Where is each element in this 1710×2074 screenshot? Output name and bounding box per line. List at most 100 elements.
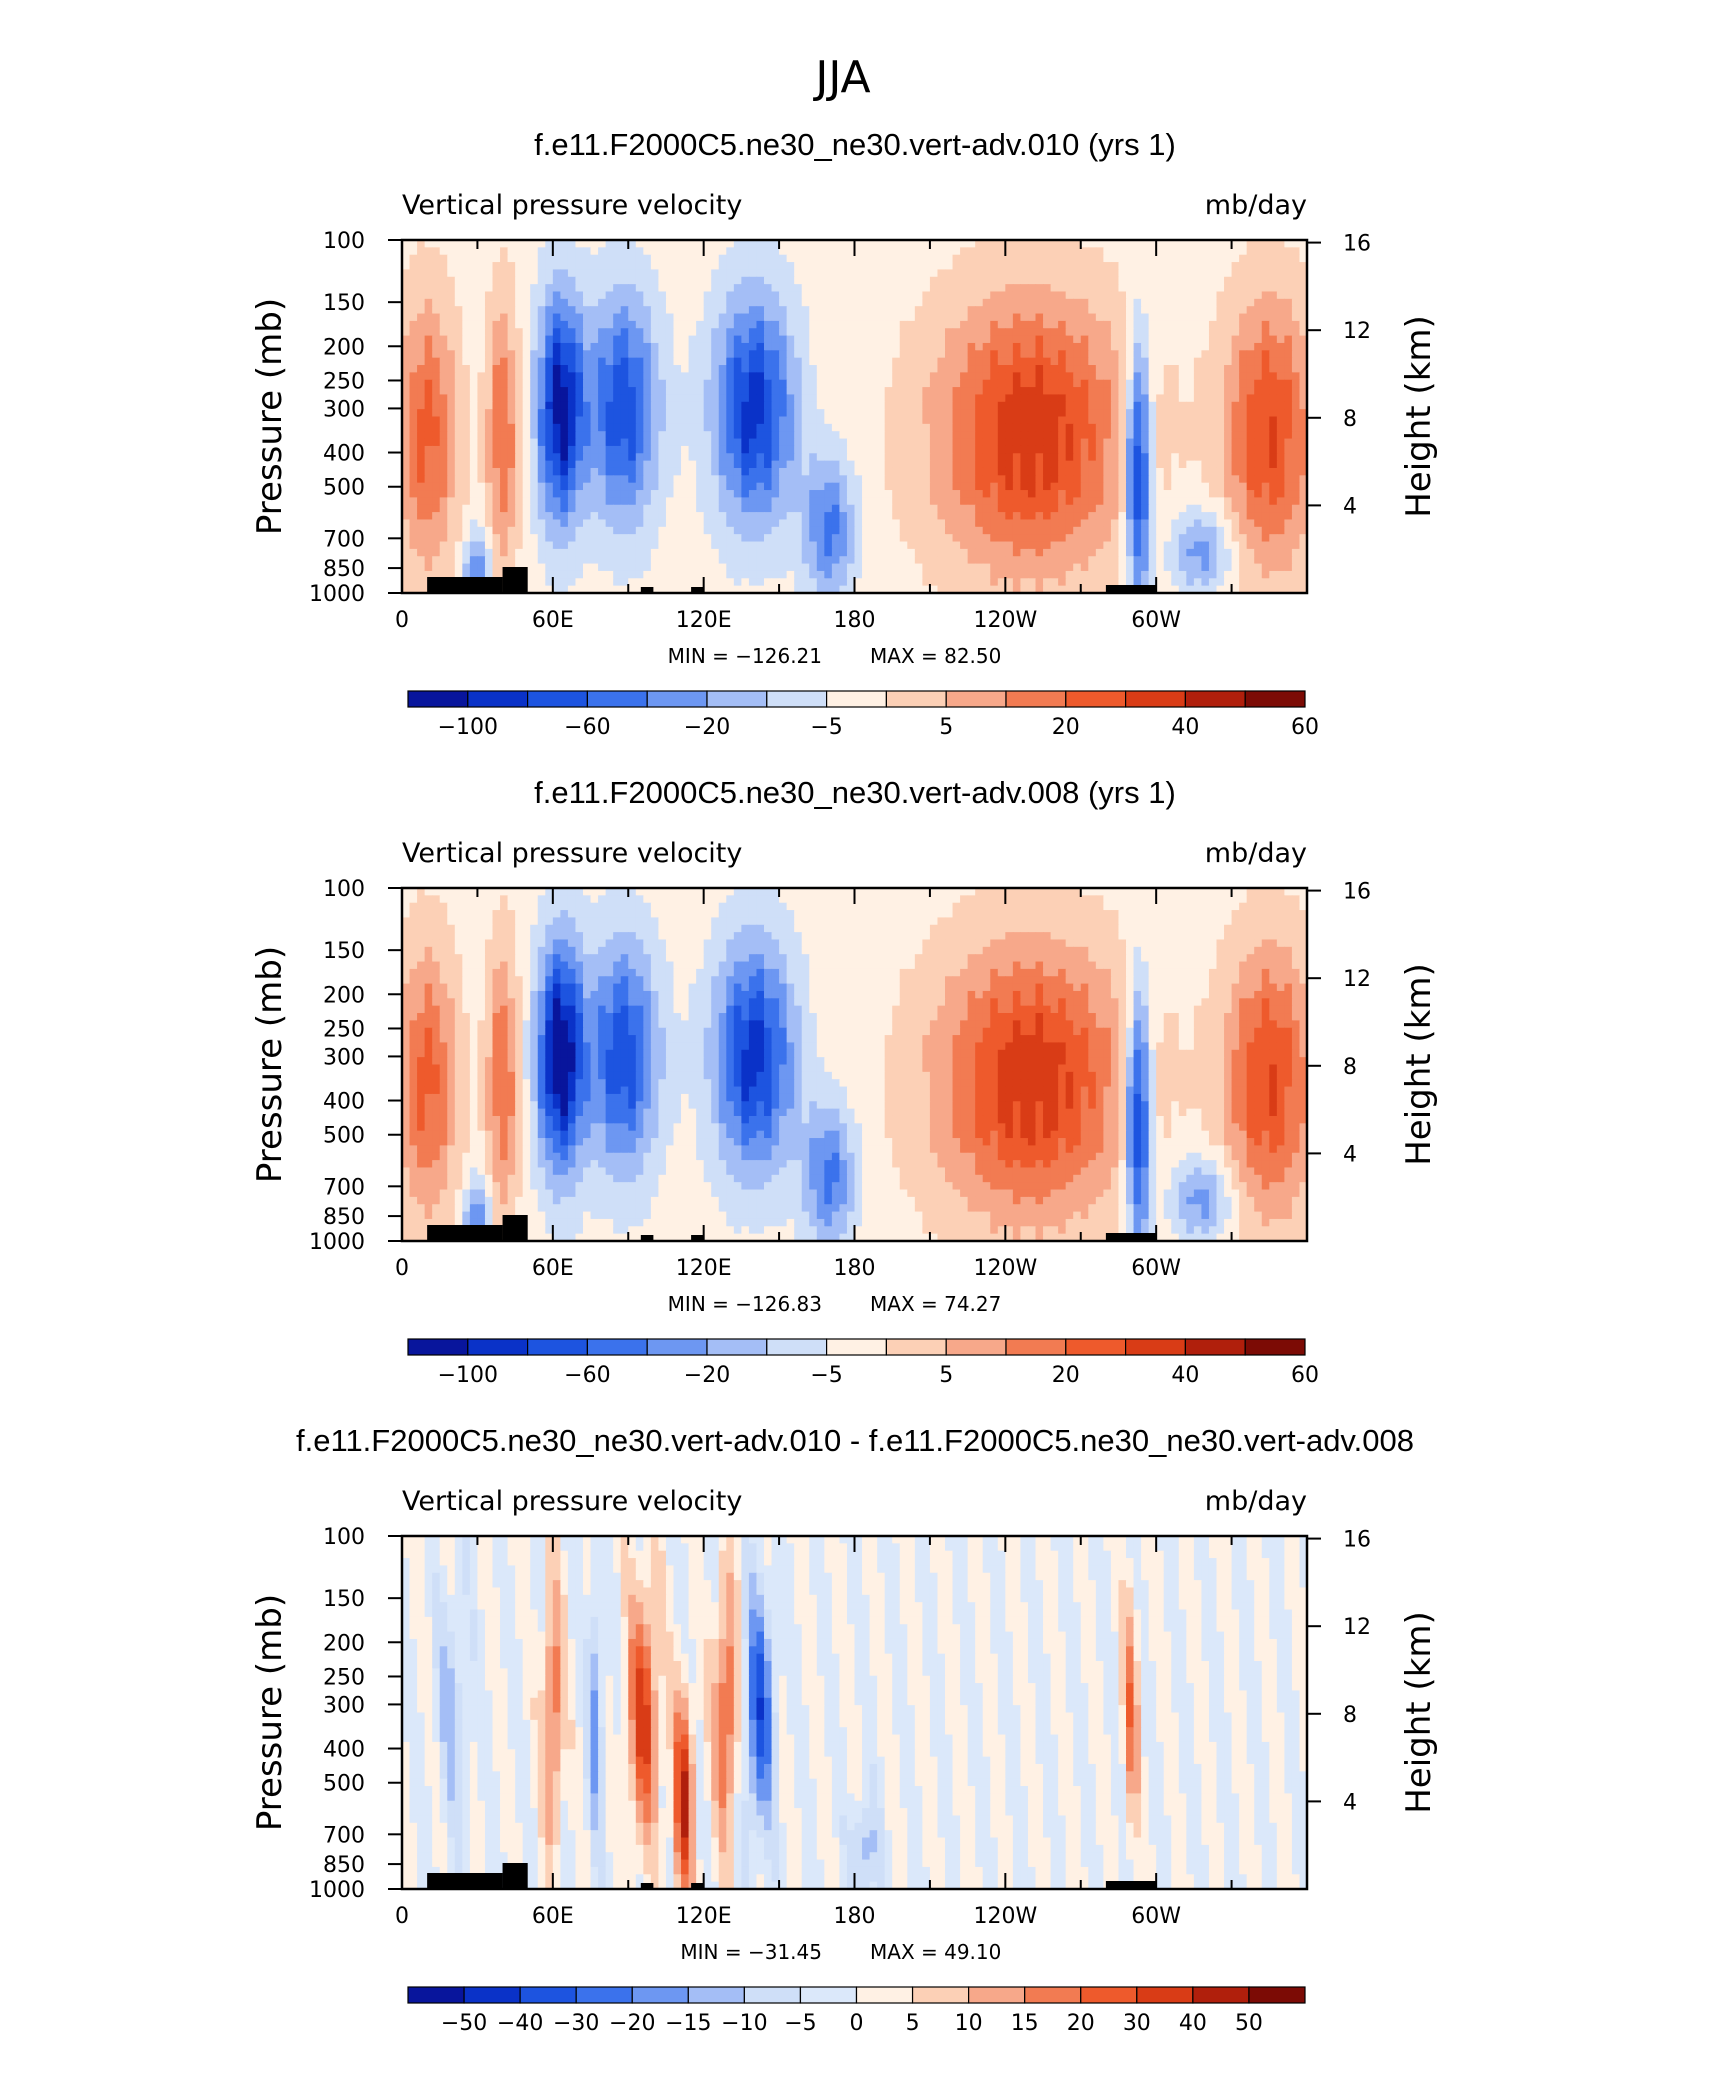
- heatmap-cell: [741, 453, 750, 462]
- heatmap-cell: [605, 475, 614, 484]
- heatmap-cell: [1012, 467, 1022, 476]
- heatmap-cell: [432, 372, 441, 381]
- heatmap-cell: [417, 482, 426, 491]
- heatmap-cell: [439, 284, 448, 293]
- heatmap-cell: [1299, 379, 1308, 388]
- heatmap-cell: [477, 475, 486, 484]
- heatmap-cell: [914, 247, 923, 256]
- heatmap-cell: [515, 269, 524, 278]
- heatmap-cell: [975, 467, 984, 476]
- heatmap-cell: [794, 467, 803, 476]
- heatmap-cell: [816, 291, 825, 300]
- heatmap-cell: [748, 401, 758, 410]
- heatmap-cell: [764, 357, 773, 366]
- heatmap-cell: [914, 475, 923, 484]
- heatmap-cell: [402, 240, 411, 248]
- heatmap-cell: [764, 328, 773, 337]
- heatmap-cell: [1276, 284, 1285, 293]
- heatmap-cell: [1058, 313, 1067, 322]
- heatmap-cell: [1216, 350, 1225, 359]
- heatmap-cell: [643, 313, 652, 322]
- heatmap-cell: [922, 269, 931, 278]
- heatmap-cell: [1186, 460, 1195, 469]
- heatmap-cell: [741, 526, 750, 535]
- heatmap-cell: [937, 497, 946, 506]
- heatmap-cell: [975, 387, 984, 396]
- heatmap-cell: [484, 247, 494, 256]
- heatmap-cell: [1269, 453, 1278, 462]
- heatmap-cell: [1103, 387, 1112, 396]
- heatmap-cell: [1291, 460, 1301, 469]
- heatmap-cell: [764, 247, 773, 256]
- heatmap-cell: [417, 453, 426, 462]
- heatmap-cell: [681, 387, 690, 396]
- heatmap-cell: [846, 453, 856, 462]
- heatmap-cell: [771, 512, 780, 521]
- heatmap-cell: [1261, 453, 1270, 462]
- heatmap-cell: [733, 284, 742, 293]
- heatmap-cell: [1261, 284, 1270, 293]
- heatmap-cell: [1193, 247, 1203, 256]
- heatmap-cell: [560, 482, 569, 491]
- heatmap-cell: [1027, 431, 1037, 440]
- heatmap-cell: [515, 453, 524, 462]
- heatmap-cell: [1171, 276, 1180, 285]
- heatmap-cell: [1088, 320, 1097, 329]
- heatmap-cell: [1148, 365, 1157, 373]
- heatmap-cell: [1239, 526, 1248, 535]
- heatmap-cell: [967, 298, 976, 307]
- heatmap-cell: [469, 335, 479, 344]
- heatmap-cell: [1050, 467, 1059, 476]
- heatmap-cell: [1269, 269, 1278, 278]
- heatmap-cell: [643, 445, 652, 454]
- heatmap-cell: [945, 284, 954, 293]
- heatmap-cell: [462, 298, 471, 307]
- heatmap-cell: [703, 490, 712, 498]
- heatmap-cell: [522, 482, 531, 491]
- heatmap-cell: [643, 298, 652, 307]
- heatmap-cell: [846, 504, 856, 513]
- heatmap-cell: [960, 482, 969, 491]
- heatmap-cell: [899, 284, 908, 293]
- heatmap-cell: [1216, 320, 1225, 329]
- heatmap-cell: [1126, 445, 1135, 454]
- heatmap-cell: [733, 482, 742, 491]
- heatmap-cell: [1080, 342, 1089, 351]
- heatmap-cell: [1103, 438, 1112, 447]
- heatmap-cell: [409, 379, 418, 388]
- heatmap-cell: [877, 379, 886, 388]
- heatmap-cell: [937, 240, 946, 248]
- heatmap-cell: [922, 284, 931, 293]
- heatmap-cell: [756, 372, 765, 381]
- heatmap-cell: [545, 431, 554, 440]
- heatmap-cell: [929, 335, 939, 344]
- heatmap-cell: [605, 387, 614, 396]
- heatmap-cell: [809, 350, 818, 359]
- heatmap-cell: [756, 387, 765, 396]
- heatmap-cell: [545, 328, 554, 337]
- heatmap-cell: [462, 504, 471, 513]
- heatmap-cell: [1254, 372, 1263, 381]
- heatmap-cell: [711, 269, 720, 278]
- heatmap-cell: [469, 365, 479, 373]
- heatmap-cell: [658, 409, 667, 418]
- heatmap-cell: [907, 298, 916, 307]
- heatmap-cell: [484, 276, 494, 285]
- heatmap-cell: [1050, 475, 1059, 484]
- heatmap-cell: [854, 276, 863, 285]
- heatmap-cell: [1126, 357, 1135, 366]
- heatmap-cell: [1156, 350, 1165, 359]
- heatmap-cell: [764, 276, 773, 285]
- heatmap-cell: [839, 291, 848, 300]
- heatmap-cell: [1299, 298, 1308, 307]
- heatmap-cell: [665, 306, 675, 315]
- heatmap-cell: [801, 350, 810, 359]
- heatmap-cell: [1058, 335, 1067, 344]
- heatmap-cell: [1208, 284, 1218, 293]
- heatmap-cell: [831, 534, 841, 543]
- heatmap-cell: [779, 328, 788, 337]
- heatmap-cell: [1261, 490, 1270, 498]
- heatmap-cell: [1095, 467, 1104, 476]
- heatmap-cell: [673, 291, 682, 300]
